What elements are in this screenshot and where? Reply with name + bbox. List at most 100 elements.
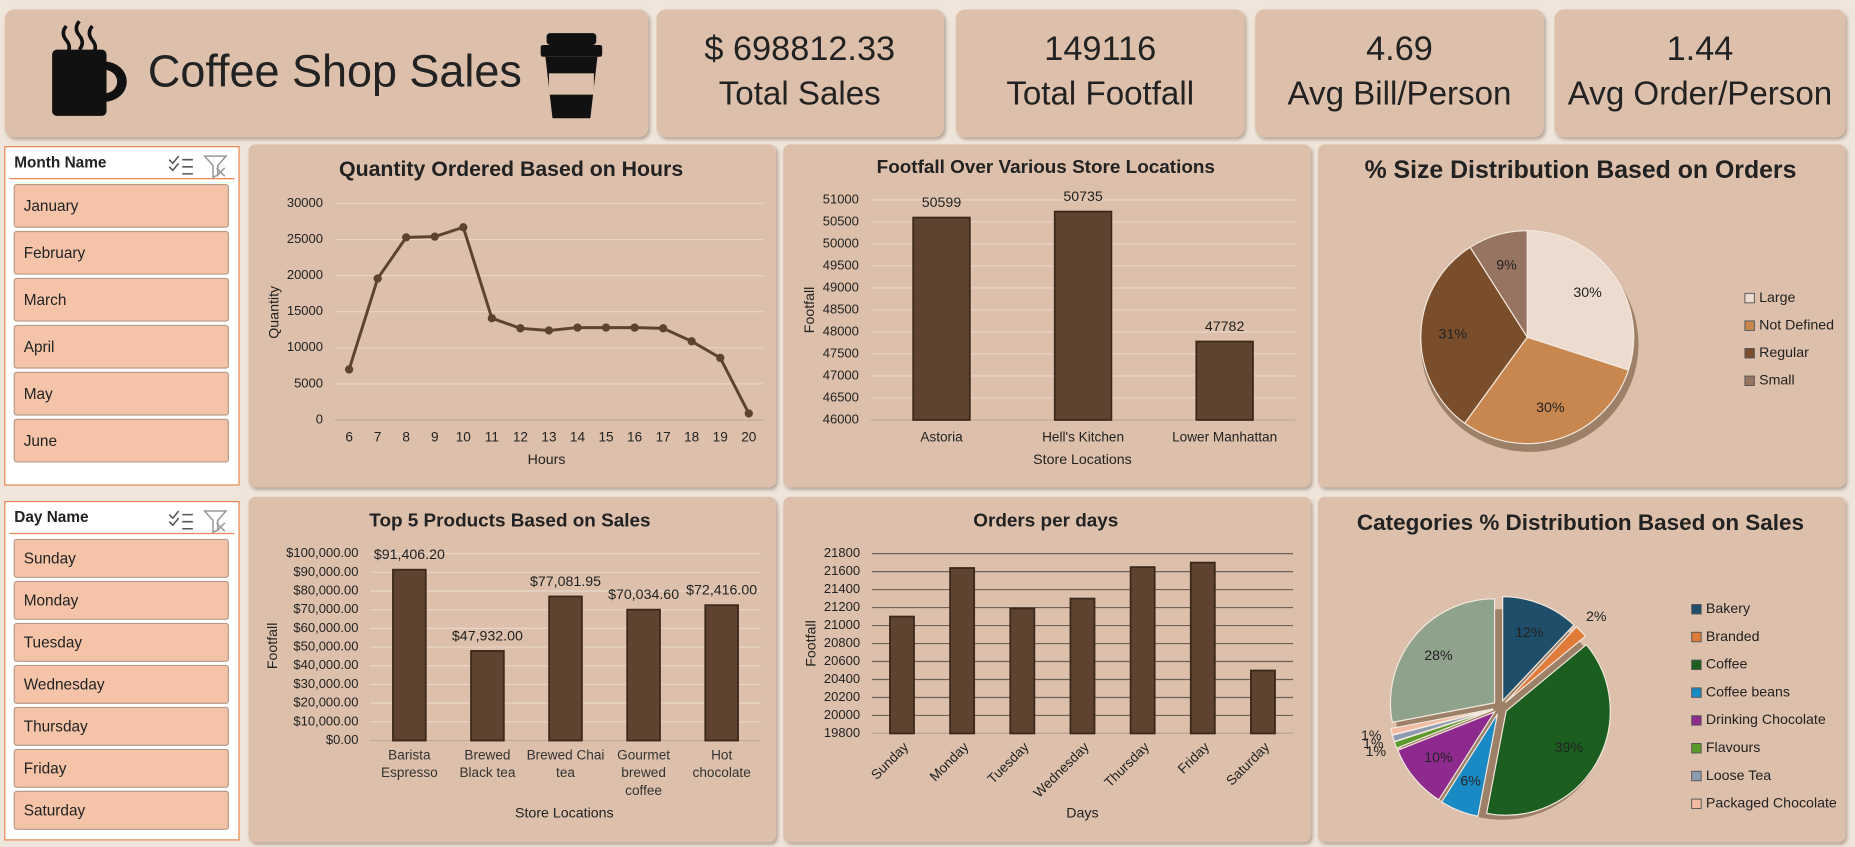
slicer-item-label: Tuesday <box>24 635 83 652</box>
y-tick-label: 21400 <box>824 581 860 596</box>
chart-title-box: Categories % Distribution Based on Sales <box>1357 511 1804 536</box>
y-tick-label: 20000 <box>824 707 860 722</box>
pie-slice <box>1526 230 1635 371</box>
bar <box>1189 561 1216 735</box>
slicer-item-label: Saturday <box>24 803 86 820</box>
slicer-item[interactable] <box>13 324 229 369</box>
bar <box>1250 669 1276 735</box>
x-axis-title: Store Locations <box>515 806 614 822</box>
marker <box>487 314 496 323</box>
y-tick-label: 20000 <box>287 267 323 282</box>
x-tick-label: 15 <box>598 429 613 444</box>
slicer-item[interactable] <box>13 664 229 704</box>
y-tick-label: 46000 <box>823 411 859 426</box>
legend-label: Loose Tea <box>1706 768 1771 784</box>
slicer-item[interactable] <box>13 538 229 578</box>
y-tick-label: 20400 <box>824 671 860 686</box>
kpi-label: Total Footfall <box>1006 76 1194 113</box>
slicer-item-label: January <box>24 198 79 215</box>
marker <box>373 274 382 283</box>
slicer-item[interactable] <box>13 748 229 788</box>
chart-panel <box>783 496 1311 843</box>
kpi-panel <box>656 9 945 138</box>
x-tick-label: Hell's Kitchen <box>1042 429 1124 444</box>
marker <box>601 323 611 332</box>
y-tick-label: $10,000.00 <box>293 713 358 728</box>
y-tick-label: 50000 <box>823 235 859 250</box>
slicer-item[interactable] <box>13 230 229 275</box>
y-tick-label: $30,000.00 <box>293 676 358 691</box>
marker <box>516 324 525 333</box>
marker <box>430 232 439 241</box>
pie-slice <box>1440 713 1499 817</box>
pie-slice <box>1502 596 1575 703</box>
data-label: $77,081.95 <box>530 574 601 590</box>
pie-slice <box>1390 708 1494 736</box>
slicer-item[interactable] <box>13 371 229 416</box>
clear-filter-button[interactable] <box>203 155 228 179</box>
slicer-item[interactable] <box>13 418 229 463</box>
y-tick-label: 21200 <box>824 599 860 614</box>
x-tick-label-box: Brewed Chai tea <box>527 749 605 781</box>
slicer-item[interactable] <box>13 580 229 620</box>
marker <box>630 323 639 332</box>
y-tick-label: 48000 <box>823 323 859 338</box>
y-tick-label: 30000 <box>287 195 323 210</box>
data-label: 12% <box>1515 625 1544 641</box>
bar <box>889 615 915 735</box>
kpi-panel <box>955 9 1245 138</box>
clear-filter-button[interactable] <box>203 510 228 534</box>
data-label: 1% <box>1361 728 1382 744</box>
kpi-panel <box>1255 9 1544 138</box>
slicer-item[interactable] <box>13 622 229 662</box>
slicer-item-label: March <box>24 292 67 309</box>
y-tick-label: 21800 <box>824 545 860 560</box>
marker <box>573 323 582 332</box>
marker <box>459 223 468 232</box>
y-tick-label: $60,000.00 <box>293 620 358 635</box>
slicer-item-label: Thursday <box>24 719 88 736</box>
marker <box>744 409 753 418</box>
pie-slice <box>1420 246 1528 425</box>
legend-label: Branded <box>1706 629 1760 645</box>
y-tick-label: 47000 <box>823 367 859 382</box>
multi-select-button[interactable] <box>168 510 193 530</box>
y-tick-label: 5000 <box>294 375 323 390</box>
slicer-item[interactable] <box>13 790 229 830</box>
data-label: $91,406.20 <box>374 547 445 563</box>
y-tick-label: 50500 <box>823 213 859 228</box>
header-panel <box>4 9 649 138</box>
multi-select-button[interactable] <box>168 155 193 175</box>
bar <box>912 216 971 421</box>
data-label: 31% <box>1439 327 1468 343</box>
data-label: 30% <box>1536 400 1565 416</box>
kpi-label: Avg Order/Person <box>1568 76 1832 113</box>
slicer-item[interactable] <box>13 706 229 746</box>
slicer-item[interactable] <box>13 183 229 228</box>
y-tick-label: 51000 <box>823 191 859 206</box>
chart-title: Footfall Over Various Store Locations <box>877 157 1215 178</box>
marker <box>402 233 411 242</box>
x-tick-label: 19 <box>713 429 728 444</box>
legend-swatch <box>1691 743 1702 754</box>
slicer-item[interactable] <box>13 277 229 322</box>
pie-slice <box>1485 643 1611 816</box>
slicer-title: Month Name <box>14 154 107 171</box>
y-axis-title: Footfall <box>265 623 281 670</box>
data-label: 10% <box>1424 750 1453 766</box>
data-label: 47782 <box>1205 319 1245 335</box>
bar <box>470 650 505 742</box>
legend-swatch <box>1744 348 1755 359</box>
x-tick-label: 10 <box>456 429 472 444</box>
data-label: 9% <box>1496 257 1517 273</box>
data-label: 6% <box>1460 774 1481 790</box>
y-tick-label: $90,000.00 <box>293 564 358 579</box>
legend-swatch <box>1691 659 1702 671</box>
bar <box>1009 607 1036 735</box>
bar <box>392 568 427 742</box>
data-label: 1% <box>1366 744 1387 760</box>
legend-swatch <box>1691 715 1702 726</box>
legend-swatch <box>1691 798 1702 810</box>
kpi-value: 149116 <box>1044 30 1156 68</box>
